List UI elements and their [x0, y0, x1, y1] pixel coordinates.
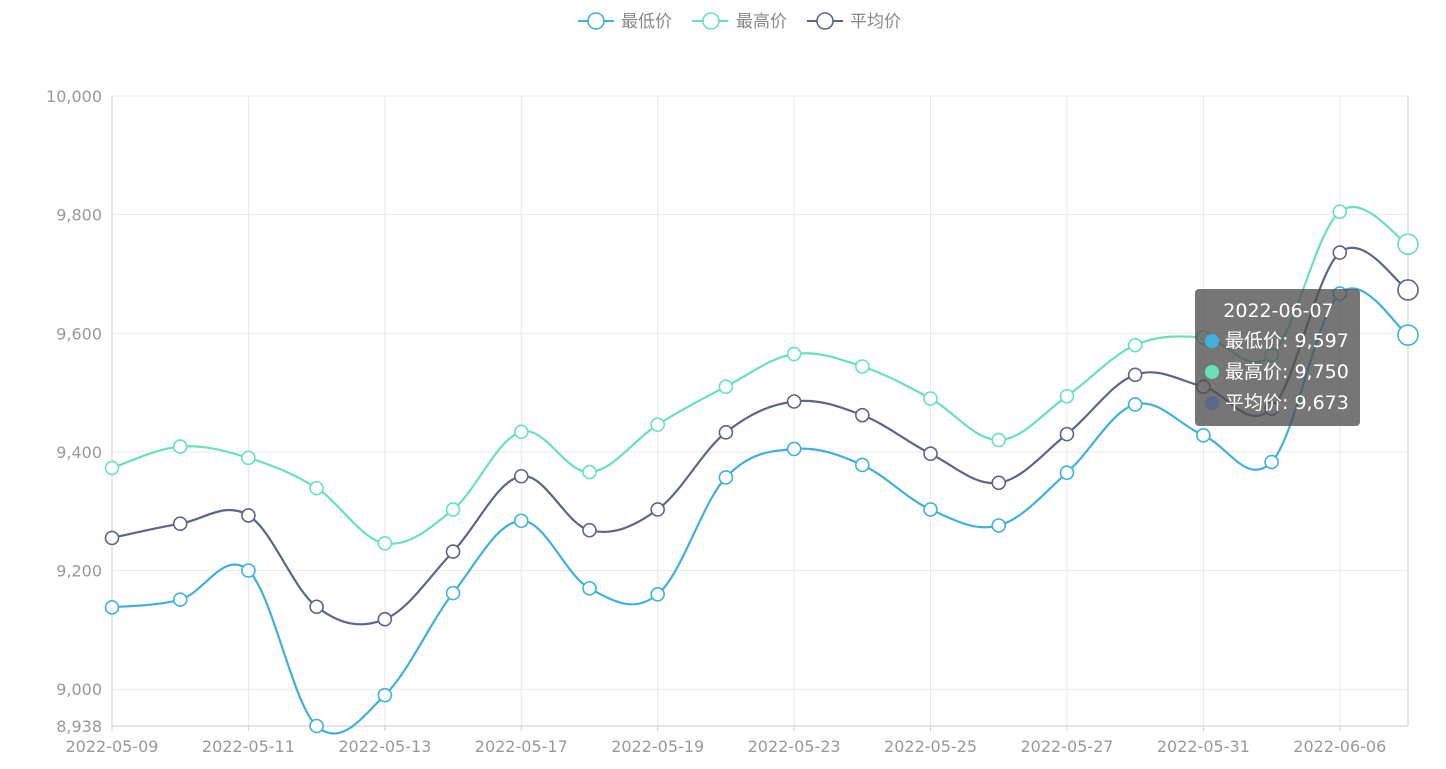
data-point-avg[interactable]: [513, 468, 529, 484]
axes: 8,938 9,000 9,200 9,400 9,600 9,800 10,000 2022…: [46, 87, 1408, 756]
x-tick-label: 2022-05-19: [611, 737, 704, 756]
data-point-high[interactable]: [241, 450, 256, 466]
data-point-low[interactable]: [991, 518, 1007, 533]
y-tick-label: 9,800: [56, 206, 102, 225]
legend-marker: [816, 12, 834, 30]
tooltip-row-low: 最低价: 9,597: [1205, 326, 1352, 357]
legend-item-avg[interactable]: 平均价: [807, 12, 901, 32]
tooltip-label-avg: 平均价: 9,673: [1225, 392, 1349, 414]
data-point-low[interactable]: [1196, 428, 1211, 443]
data-point-avg[interactable]: [923, 446, 938, 462]
data-point-low[interactable]: [1264, 454, 1279, 470]
y-tick-label: 9,200: [56, 562, 102, 581]
y-tick-label: 9,400: [56, 443, 102, 462]
data-point-high[interactable]: [1059, 388, 1075, 404]
data-point-low[interactable]: [1127, 397, 1143, 412]
data-point-avg[interactable]: [172, 516, 188, 532]
data-point-avg[interactable]: [309, 599, 324, 615]
tooltip-title: 2022-06-07: [1223, 300, 1334, 322]
series-points: [104, 204, 1419, 734]
data-point-low[interactable]: [786, 441, 802, 457]
data-point-high[interactable]: [582, 464, 597, 480]
data-point-low[interactable]: [241, 563, 256, 578]
data-point-low[interactable]: [513, 513, 529, 529]
data-point-low[interactable]: [718, 470, 734, 485]
data-point-avg[interactable]: [1332, 245, 1348, 260]
tooltip-dot-low: [1205, 334, 1219, 348]
x-tick-label: 2022-05-23: [748, 737, 841, 756]
data-point-avg[interactable]: [1059, 426, 1075, 442]
data-point-low[interactable]: [104, 600, 120, 615]
tooltip: 2022-06-07 最低价: 9,597 最高价: 9,750 平均价: 9,…: [1195, 289, 1360, 426]
tooltip-label-low: 最低价: 9,597: [1225, 330, 1349, 352]
data-point-high[interactable]: [855, 359, 870, 374]
legend-marker: [702, 12, 720, 30]
data-point-high[interactable]: [445, 502, 461, 517]
data-point-avg[interactable]: [445, 544, 461, 559]
data-point-high[interactable]: [309, 480, 324, 496]
data-point-avg[interactable]: [855, 407, 870, 423]
tooltip-dot-avg: [1205, 396, 1219, 410]
data-point-avg[interactable]: [241, 508, 256, 523]
data-point-avg[interactable]: [1397, 279, 1419, 301]
data-point-low[interactable]: [855, 457, 870, 473]
data-point-low[interactable]: [923, 502, 938, 517]
data-point-high[interactable]: [786, 346, 802, 362]
legend-item-high[interactable]: 最高价: [692, 12, 787, 32]
data-point-avg[interactable]: [582, 522, 597, 538]
data-point-avg[interactable]: [786, 394, 802, 409]
x-tick-label: 2022-05-17: [475, 737, 568, 756]
data-point-low[interactable]: [172, 592, 188, 607]
data-point-high[interactable]: [991, 432, 1007, 448]
data-point-high[interactable]: [377, 535, 393, 551]
x-tick-label: 2022-06-06: [1293, 737, 1386, 756]
tooltip-dot-high: [1205, 365, 1219, 379]
data-point-high[interactable]: [718, 379, 734, 394]
data-point-high[interactable]: [923, 391, 938, 406]
x-tick-label: 2022-05-13: [338, 737, 431, 756]
data-point-high[interactable]: [172, 439, 188, 454]
y-tick-label: 8,938: [56, 717, 102, 736]
data-point-low[interactable]: [1397, 324, 1419, 346]
legend: 最低价 最高价 平均价: [578, 12, 901, 32]
tooltip-row-high: 最高价: 9,750: [1205, 357, 1352, 388]
data-point-low[interactable]: [309, 718, 324, 734]
data-point-high[interactable]: [513, 424, 529, 440]
data-point-avg[interactable]: [104, 530, 120, 546]
data-point-high[interactable]: [1397, 233, 1419, 256]
legend-label: 平均价: [850, 12, 901, 32]
data-point-avg[interactable]: [991, 475, 1007, 491]
x-tick-label: 2022-05-09: [66, 737, 159, 756]
data-point-low[interactable]: [582, 581, 597, 596]
data-point-high[interactable]: [104, 460, 120, 476]
data-point-low[interactable]: [1059, 465, 1075, 480]
legend-marker: [587, 12, 605, 30]
data-point-low[interactable]: [445, 585, 461, 601]
data-point-avg[interactable]: [1127, 367, 1143, 383]
data-point-high[interactable]: [650, 417, 665, 432]
data-point-avg[interactable]: [718, 425, 734, 440]
legend-label: 最低价: [621, 12, 672, 32]
data-point-high[interactable]: [1127, 337, 1143, 353]
x-tick-label: 2022-05-27: [1020, 737, 1113, 756]
data-point-high[interactable]: [1332, 204, 1348, 219]
tooltip-label-high: 最高价: 9,750: [1225, 361, 1349, 383]
data-point-low[interactable]: [650, 587, 665, 602]
data-point-avg[interactable]: [377, 611, 393, 627]
y-tick-label: 10,000: [46, 87, 102, 106]
legend-item-low[interactable]: 最低价: [578, 12, 672, 32]
y-tick-label: 9,000: [56, 680, 102, 699]
data-point-low[interactable]: [377, 687, 393, 703]
x-tick-label: 2022-05-11: [202, 737, 295, 756]
legend-label: 最高价: [736, 12, 787, 32]
y-tick-label: 9,600: [56, 324, 102, 343]
series-lines: [111, 205, 1409, 735]
x-tick-label: 2022-05-25: [884, 737, 977, 756]
x-tick-label: 2022-05-31: [1157, 737, 1250, 756]
tooltip-row-avg: 平均价: 9,673: [1205, 388, 1352, 419]
data-point-avg[interactable]: [650, 502, 665, 517]
